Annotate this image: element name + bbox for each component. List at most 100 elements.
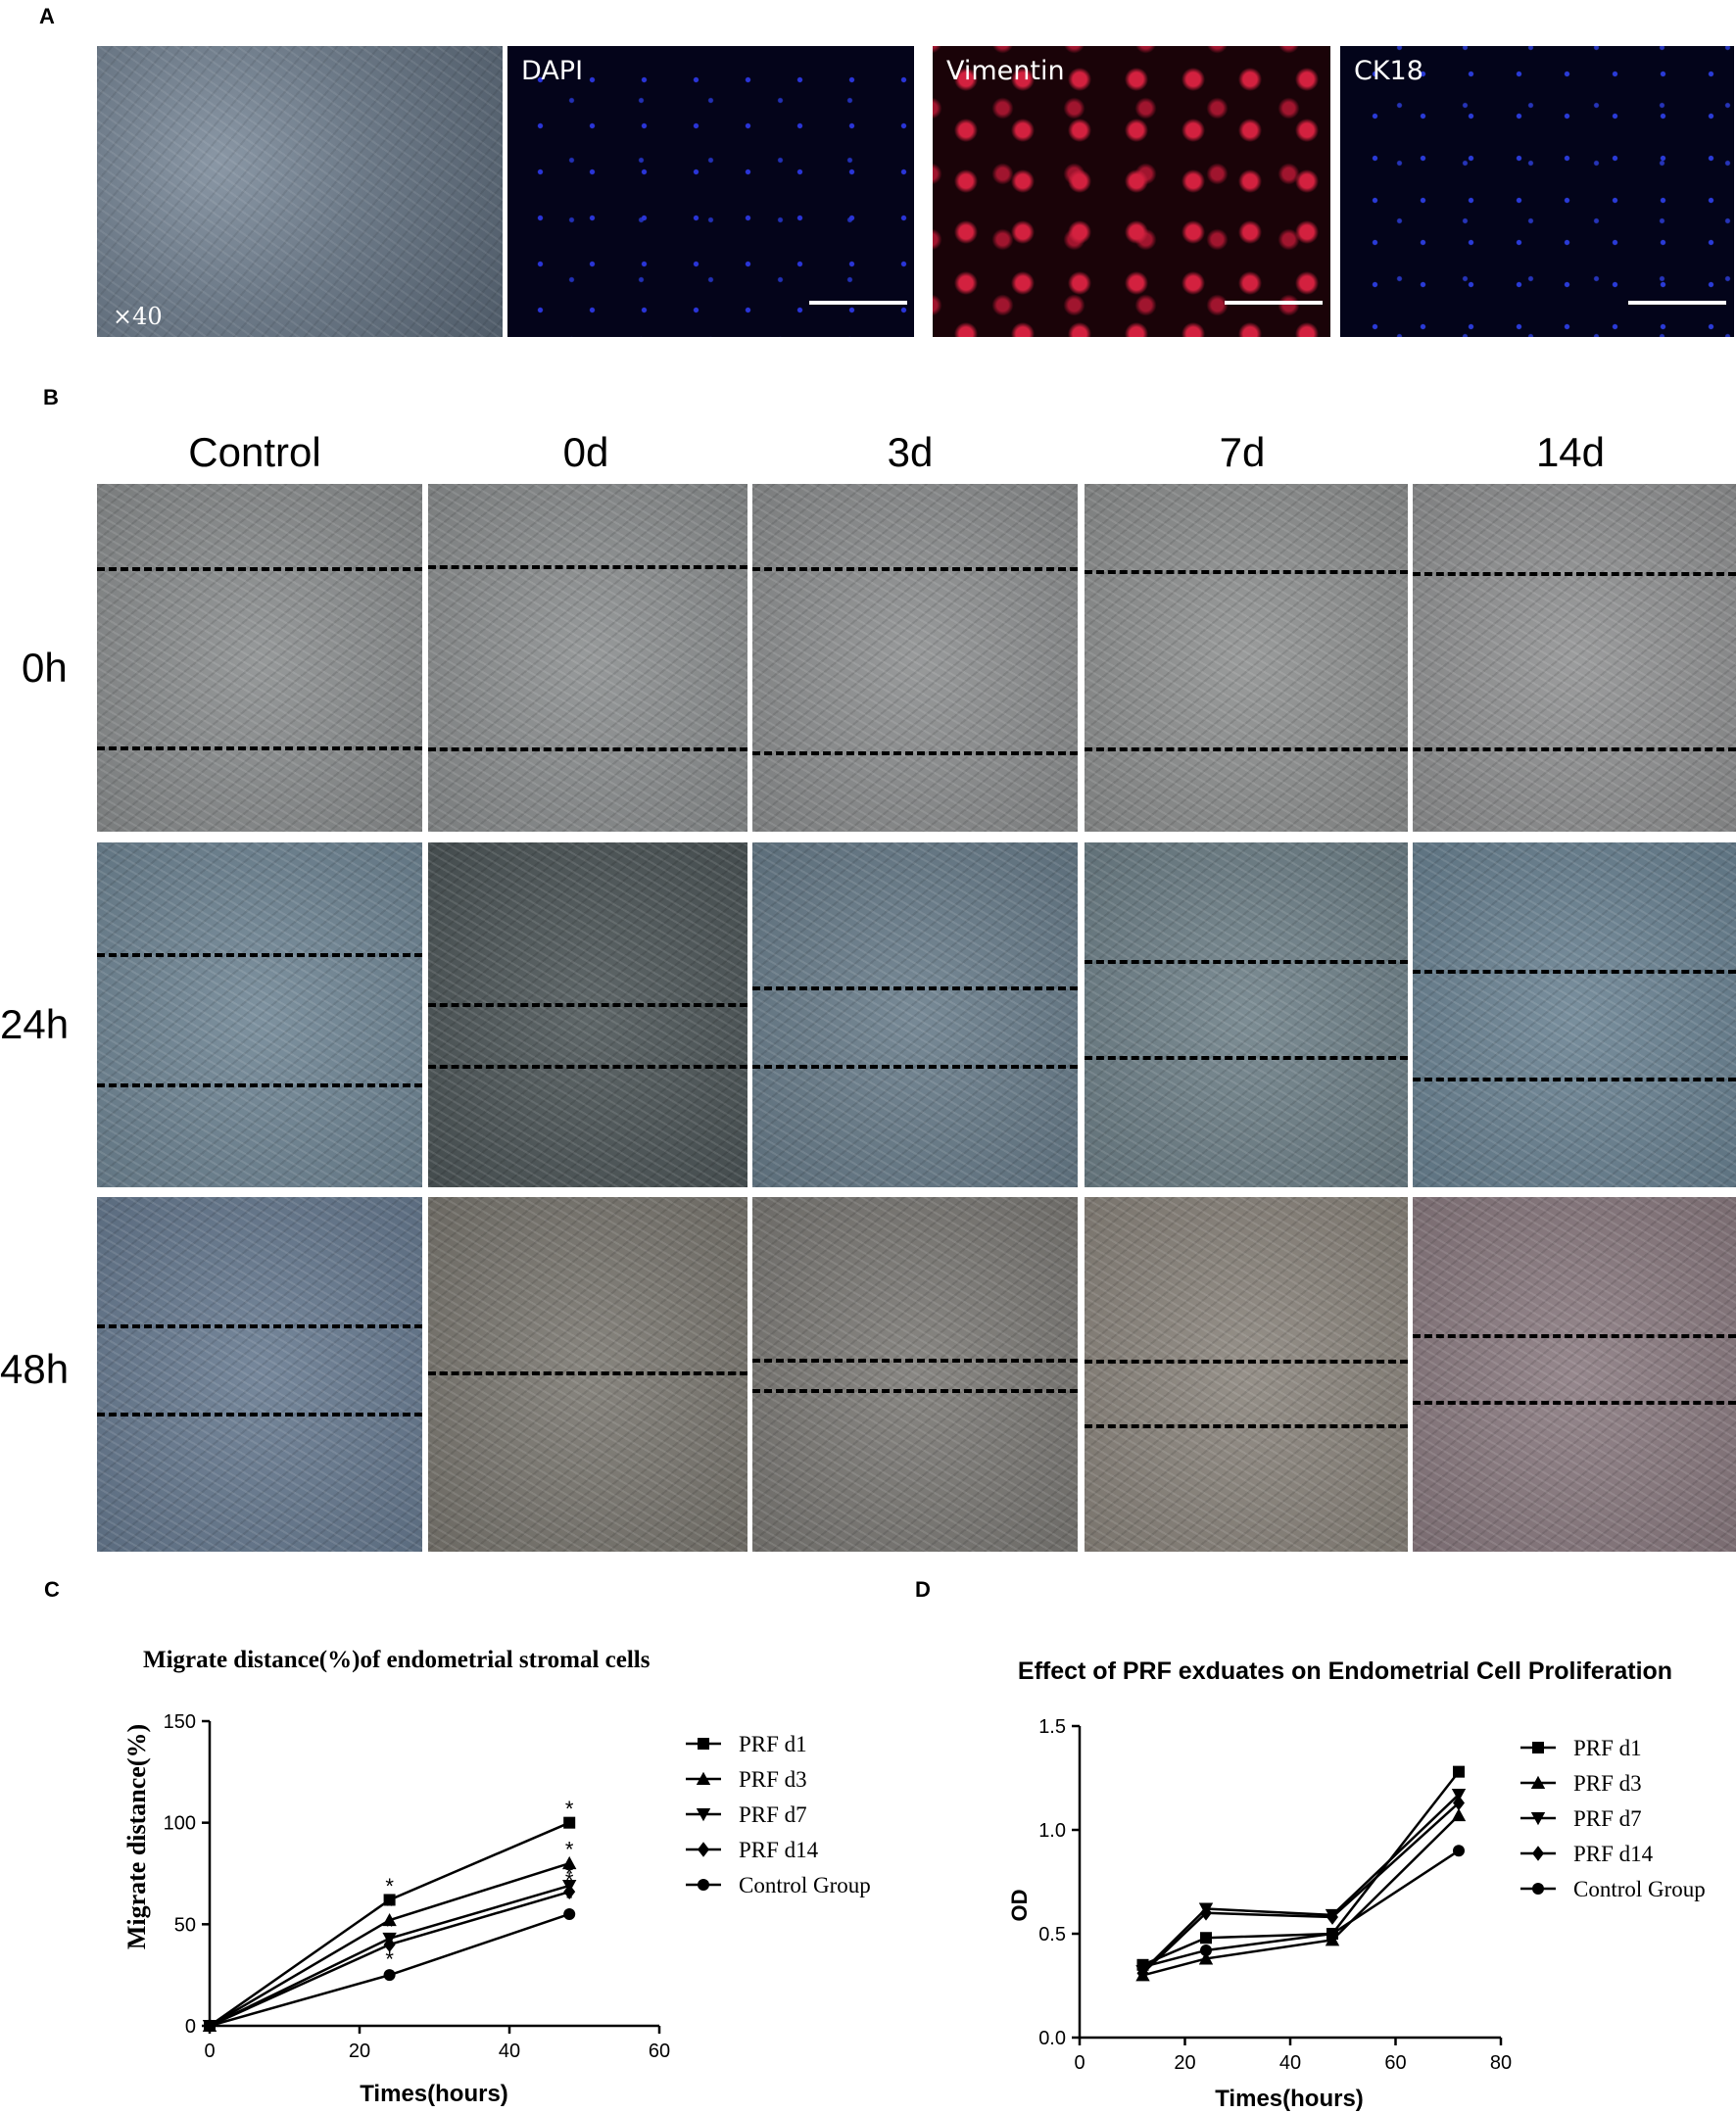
scratch-image	[428, 484, 747, 832]
data-point	[383, 1894, 396, 1906]
data-point	[563, 1884, 576, 1899]
data-point	[1326, 1928, 1338, 1940]
scratch-edge-line	[1413, 1334, 1736, 1338]
data-point	[696, 1771, 711, 1785]
legend-label: PRF d7	[1573, 1806, 1642, 1831]
scratch-image	[1413, 842, 1736, 1187]
series-line	[1141, 1801, 1460, 1975]
x-tick-label: 0	[204, 2041, 215, 2062]
legend-label: Control Group	[1573, 1877, 1706, 1901]
scratch-edge-line	[428, 1003, 747, 1007]
scratch-edge-line	[1085, 1360, 1408, 1364]
data-point	[382, 1912, 397, 1927]
scale-bar	[1225, 301, 1323, 305]
row-header-0h: 0h	[22, 645, 68, 691]
series-line	[1141, 1794, 1460, 1973]
x-tick-label: 0	[1074, 2052, 1085, 2074]
y-tick-label: 1.0	[1038, 1820, 1066, 1842]
significance-marker: *	[385, 1914, 394, 1939]
panel-letter-a: A	[39, 4, 55, 28]
legend-label: PRF d14	[1573, 1842, 1654, 1866]
data-point	[1530, 1775, 1546, 1789]
magnification-label: ×40	[113, 303, 163, 330]
x-tick-label: 20	[1174, 2052, 1195, 2074]
vimentin-image: Vimentin	[933, 46, 1330, 337]
vimentin-label: Vimentin	[946, 56, 1065, 86]
significance-marker: *	[385, 1947, 394, 1972]
legend-label: PRF d1	[1573, 1736, 1642, 1760]
x-tick-label: 40	[1279, 2052, 1301, 2074]
data-point	[562, 1855, 577, 1870]
data-point	[563, 1816, 576, 1829]
scratch-edge-line	[428, 565, 747, 569]
y-tick-label: 1.5	[1038, 1716, 1066, 1738]
column-header-7d: 7d	[1219, 429, 1266, 475]
brightfield-image: ×40	[97, 46, 503, 337]
panel-letter-d: D	[915, 1577, 931, 1602]
scratch-edge-line	[752, 567, 1078, 571]
y-tick-label: 0	[185, 2016, 196, 2038]
proliferation-chart: Effect of PRF exduates on Endometrial Ce…	[1007, 1657, 1706, 2112]
scale-bar	[1628, 301, 1726, 305]
data-point	[1136, 1965, 1149, 1982]
data-point	[1453, 1765, 1465, 1778]
scratch-edge-line	[97, 1324, 422, 1328]
panel-letter-b: B	[43, 385, 59, 409]
column-header-14d: 14d	[1535, 429, 1606, 475]
scratch-image	[428, 1197, 747, 1552]
data-point	[204, 2020, 216, 2032]
y-tick-label: 150	[164, 1711, 196, 1733]
scratch-edge-line	[1085, 1424, 1408, 1428]
data-point	[1530, 1812, 1546, 1826]
scratch-image	[752, 484, 1078, 832]
scratch-image	[1413, 1197, 1736, 1552]
legend-label: Control Group	[739, 1873, 871, 1897]
y-tick-label: 100	[164, 1813, 196, 1835]
data-point	[1200, 1932, 1212, 1945]
y-tick-label: 0.0	[1038, 2028, 1066, 2049]
dapi-label: DAPI	[521, 56, 584, 86]
scratch-edge-line	[97, 567, 422, 571]
scratch-edge-line	[428, 1065, 747, 1069]
data-point	[1453, 1795, 1465, 1811]
chart-title: Effect of PRF exduates on Endometrial Ce…	[1018, 1657, 1672, 1685]
scratch-image	[97, 842, 422, 1187]
scratch-image	[1413, 484, 1736, 832]
significance-marker: *	[385, 1895, 394, 1919]
chart-title: Migrate distance(%)of endometrial stroma…	[143, 1647, 651, 1673]
data-point	[1326, 1909, 1338, 1925]
series-line	[1142, 1814, 1460, 1977]
x-tick-label: 60	[649, 2041, 670, 2062]
scratch-image	[97, 484, 422, 832]
significance-marker: *	[565, 1862, 574, 1887]
y-tick-label: 50	[174, 1914, 196, 1936]
scratch-edge-line	[1413, 1401, 1736, 1405]
data-point	[563, 1907, 576, 1920]
data-point	[1200, 1944, 1212, 1956]
significance-marker: *	[385, 1874, 394, 1898]
ck18-label: CK18	[1354, 56, 1423, 86]
series-line	[1142, 1770, 1460, 1966]
scratch-image	[97, 1197, 422, 1552]
scratch-image	[1085, 1197, 1408, 1552]
scratch-edge-line	[752, 1065, 1078, 1069]
scratch-image	[428, 842, 747, 1187]
row-header-24h: 24h	[0, 1001, 70, 1047]
scratch-edge-line	[428, 747, 747, 751]
scratch-image	[752, 1197, 1078, 1552]
data-point	[696, 1808, 711, 1822]
column-header-0d: 0d	[562, 429, 609, 475]
data-point	[1532, 1846, 1544, 1861]
data-point	[1532, 1742, 1544, 1753]
data-point	[698, 1738, 709, 1750]
scratch-edge-line	[1413, 572, 1736, 576]
data-point	[383, 1969, 396, 1982]
x-tick-label: 40	[499, 2041, 520, 2062]
scratch-edge-line	[1413, 1078, 1736, 1081]
scratch-edge-line	[428, 1371, 747, 1375]
data-point	[698, 1842, 709, 1857]
column-header-3d: 3d	[887, 429, 934, 475]
legend-label: PRF d1	[739, 1732, 807, 1756]
scale-bar	[809, 301, 907, 305]
scratch-edge-line	[1085, 1056, 1408, 1060]
